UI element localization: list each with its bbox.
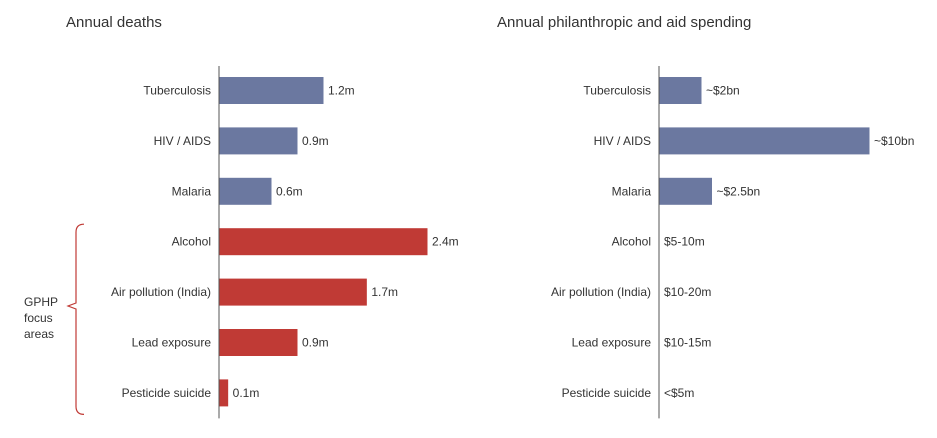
focus-group-label-line1: GPHP <box>24 295 58 309</box>
spending-value-label: $10-20m <box>664 285 711 299</box>
deaths-category-label: Air pollution (India) <box>111 285 211 299</box>
deaths-bar <box>219 329 298 356</box>
spending-category-label: Tuberculosis <box>583 84 651 98</box>
deaths-category-label: HIV / AIDS <box>154 134 211 148</box>
deaths-category-label: Pesticide suicide <box>122 386 212 400</box>
deaths-value-label: 0.6m <box>276 184 303 198</box>
spending-value-label: ~$2bn <box>706 84 740 98</box>
spending-bar <box>659 177 712 205</box>
spending-category-label: Lead exposure <box>572 336 652 350</box>
deaths-bar <box>219 77 324 104</box>
focus-group-label-line3: areas <box>24 327 54 341</box>
spending-value-label: $10-15m <box>664 336 711 350</box>
spending-category-label: Alcohol <box>612 235 651 249</box>
deaths-bar <box>219 127 298 155</box>
deaths-category-label: Alcohol <box>172 235 211 249</box>
deaths-value-label: 1.2m <box>328 84 355 98</box>
spending-category-label: HIV / AIDS <box>594 134 651 148</box>
spending-category-label: Air pollution (India) <box>551 285 651 299</box>
deaths-bar <box>219 379 229 407</box>
spending-category-label: Malaria <box>612 184 652 198</box>
right-chart: Tuberculosis ~$2bn HIV / AIDS ~$10bn Malaria… <box>551 66 914 419</box>
spending-category-label: Pesticide suicide <box>562 386 652 400</box>
focus-group-label-line2: focus <box>24 311 53 325</box>
deaths-bar <box>219 228 428 256</box>
spending-value-label: <$5m <box>664 386 694 400</box>
deaths-category-label: Malaria <box>172 184 212 198</box>
spending-bar <box>659 127 870 155</box>
deaths-value-label: 0.9m <box>302 336 329 350</box>
deaths-category-label: Tuberculosis <box>143 84 211 98</box>
deaths-value-label: 1.7m <box>371 285 398 299</box>
deaths-bar <box>219 278 367 306</box>
spending-value-label: ~$10bn <box>874 134 914 148</box>
deaths-category-label: Lead exposure <box>132 336 212 350</box>
focus-group-bracket <box>66 223 85 415</box>
spending-value-label: ~$2.5bn <box>717 184 761 198</box>
spending-value-label: $5-10m <box>664 235 705 249</box>
left-chart-title: Annual deaths <box>66 14 162 31</box>
spending-bar <box>659 77 702 104</box>
deaths-bar <box>219 177 272 205</box>
deaths-value-label: 0.1m <box>233 386 260 400</box>
deaths-value-label: 0.9m <box>302 134 329 148</box>
right-chart-title: Annual philanthropic and aid spending <box>497 14 751 31</box>
deaths-value-label: 2.4m <box>432 235 459 249</box>
left-chart: Tuberculosis 1.2m HIV / AIDS 0.9m Malaria 0.6… <box>111 66 459 419</box>
